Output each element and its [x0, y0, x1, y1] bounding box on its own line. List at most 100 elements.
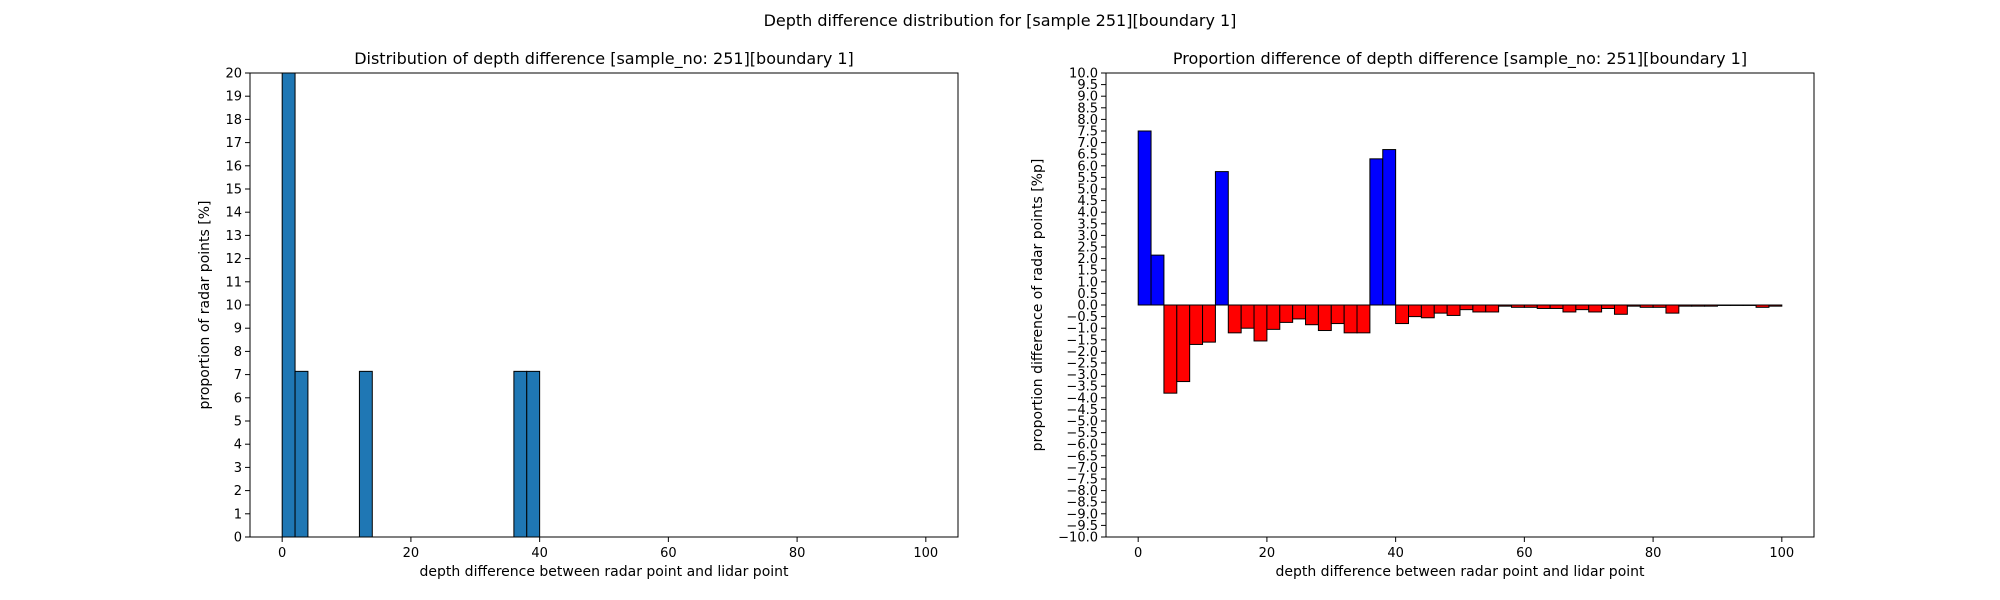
bar-14 [1317, 304, 1332, 332]
bar-36 [1601, 304, 1615, 309]
axes-frame [249, 72, 959, 538]
y-tick-label-11: 11 [225, 275, 242, 290]
y-tick-label-13: 13 [225, 229, 242, 244]
y-tick-label-16: 16 [225, 159, 242, 174]
bar-35 [1588, 304, 1603, 313]
bar-2 [1163, 304, 1178, 394]
bar-23 [1433, 304, 1448, 314]
x-tick-label-5: 100 [913, 546, 938, 561]
bar-28 [1498, 304, 1512, 307]
y-tick-label-20: 0.0 [1077, 299, 1098, 314]
y-tick-label-17: −1.5 [1066, 333, 1098, 348]
y-tick-label-14: −3.0 [1066, 368, 1098, 383]
bar-11 [1279, 304, 1294, 323]
chart-title: Distribution of depth difference [sample… [354, 49, 854, 69]
y-tick-label-23: 1.5 [1077, 264, 1098, 279]
x-tick-label-1: 20 [1259, 546, 1276, 561]
y-axis-label: proportion difference of radar points [%… [1030, 159, 1046, 452]
x-tick-label-3: 60 [660, 546, 677, 561]
y-tick-label-40: 10.0 [1069, 67, 1098, 82]
bar-29 [1510, 304, 1525, 308]
bar-5 [1202, 304, 1216, 343]
y-tick-label-34: 7.0 [1077, 136, 1098, 151]
bar-17 [1356, 304, 1371, 334]
y-tick-label-16: −2.0 [1066, 345, 1098, 360]
bar-22 [1420, 304, 1435, 319]
x-tick-label-2: 40 [1387, 546, 1404, 561]
y-tick-label-12: −4.0 [1066, 391, 1098, 406]
bar-30 [1523, 304, 1538, 308]
x-tick-label-2: 40 [531, 546, 548, 561]
y-tick-label-13: −3.5 [1066, 380, 1098, 395]
y-tick-label-8: 8 [234, 345, 242, 360]
x-tick-label-0: 0 [278, 546, 286, 561]
bar-9 [1253, 304, 1268, 342]
bar-43 [1691, 304, 1706, 307]
bar-15 [1330, 304, 1345, 325]
bar-34 [1575, 304, 1590, 311]
y-tick-label-2: −9.0 [1066, 507, 1098, 522]
y-tick-label-26: 3.0 [1077, 229, 1098, 244]
y-tick-label-2: 2 [234, 484, 242, 499]
x-tick-label-1: 20 [403, 546, 420, 561]
x-tick-label-0: 0 [1134, 546, 1142, 561]
bar-42 [1678, 304, 1693, 307]
right-difference-histogram: 0 20 40 60 80 100 −10.0−9.5−9.0−8.5−8.0−7.5−7.… [1030, 49, 1815, 580]
y-tick-label-27: 3.5 [1077, 217, 1098, 232]
y-tick-label-9: −5.5 [1066, 426, 1098, 441]
bar-16 [1343, 304, 1358, 334]
y-tick-label-0: 0 [234, 531, 242, 546]
bar-0 [281, 72, 296, 538]
bar-12 [1292, 304, 1307, 320]
y-tick-label-10: 10 [225, 299, 242, 314]
bar-49 [1768, 304, 1783, 307]
y-tick-label-31: 5.5 [1077, 171, 1098, 186]
y-tick-label-28: 4.0 [1077, 206, 1098, 221]
bar-6 [1214, 171, 1229, 306]
x-tick-label-4: 80 [1645, 546, 1662, 561]
bar-21 [1408, 304, 1422, 318]
y-tick-label-11: −4.5 [1066, 403, 1098, 418]
y-axis-label: proportion of radar points [%] [197, 200, 213, 409]
left-histogram: 0 20 40 60 80 1000123456789101112131415161718… [197, 49, 959, 580]
bar-33 [1562, 304, 1577, 313]
bar-1 [294, 370, 309, 538]
bar-26 [1472, 304, 1487, 313]
y-tick-label-19: 19 [225, 90, 242, 105]
y-tick-label-15: 15 [225, 183, 242, 198]
x-tick-label-3: 60 [1516, 546, 1533, 561]
bar-44 [1704, 304, 1718, 307]
y-tick-label-21: 0.5 [1077, 287, 1098, 302]
bar-39 [1639, 304, 1654, 308]
bar-3 [1176, 304, 1191, 383]
bar-24 [1446, 304, 1461, 316]
y-tick-label-39: 9.5 [1077, 78, 1098, 93]
y-tick-label-5: 5 [234, 415, 242, 430]
y-tick-label-19: −0.5 [1066, 310, 1098, 325]
bar-31 [1536, 304, 1551, 309]
bar-38 [1626, 304, 1641, 307]
y-tick-label-15: −2.5 [1066, 357, 1098, 372]
y-tick-label-24: 2.0 [1077, 252, 1098, 267]
y-tick-label-14: 14 [225, 206, 242, 221]
bar-27 [1485, 304, 1500, 313]
y-tick-label-18: 18 [225, 113, 242, 128]
y-tick-label-4: −8.0 [1066, 484, 1098, 499]
bar-37 [1613, 304, 1628, 315]
y-tick-label-17: 17 [225, 136, 242, 151]
bar-19 [1382, 149, 1397, 306]
y-tick-label-30: 5.0 [1077, 183, 1098, 198]
bar-48 [1755, 304, 1770, 308]
bar-41 [1665, 304, 1680, 314]
y-tick-label-38: 9.0 [1077, 90, 1098, 105]
y-tick-label-3: 3 [234, 461, 242, 476]
y-tick-label-1: 1 [234, 507, 242, 522]
bar-32 [1549, 304, 1564, 309]
bar-4 [526, 370, 541, 538]
y-tick-label-9: 9 [234, 322, 242, 337]
bar-13 [1305, 304, 1319, 326]
y-tick-label-6: 6 [234, 391, 242, 406]
y-tick-label-0: −10.0 [1058, 531, 1098, 546]
x-tick-label-4: 80 [789, 546, 806, 561]
